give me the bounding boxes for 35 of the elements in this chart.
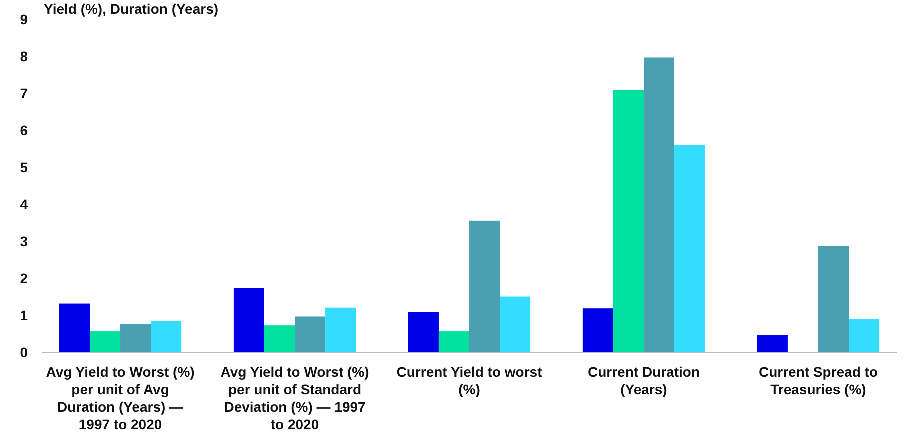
y-tick-label: 6 — [20, 122, 28, 138]
bar — [500, 296, 531, 353]
bar — [408, 312, 439, 353]
bar — [849, 319, 880, 353]
bar — [818, 246, 850, 353]
bar — [757, 335, 788, 353]
bar — [470, 220, 500, 353]
x-tick-label: Current Duration (Years) — [588, 364, 700, 398]
x-tick-label: Current Yield to worst (%) — [396, 364, 543, 398]
bar — [295, 316, 326, 353]
y-tick-label: 9 — [20, 11, 28, 28]
bar — [59, 304, 90, 353]
x-tick-label: Current Spread to Treasuries (%) — [758, 364, 878, 398]
bar — [582, 308, 614, 353]
bar — [151, 321, 182, 353]
y-tick-label: 8 — [20, 48, 28, 64]
y-tick-label: 5 — [20, 159, 28, 176]
bar — [613, 90, 644, 353]
bar — [234, 288, 264, 353]
bar — [120, 324, 152, 353]
x-tick-label: Avg Yield to Worst (%) per unit of Standard Deviation (%) — 1997 to 2020 — [220, 364, 370, 432]
bar — [264, 326, 296, 353]
bar — [644, 58, 675, 353]
bar — [438, 332, 470, 353]
bar — [90, 332, 121, 353]
y-tick-label: 2 — [20, 270, 28, 286]
y-tick-label: 4 — [20, 196, 28, 212]
y-tick-label: 3 — [20, 233, 28, 250]
bar — [326, 308, 356, 353]
y-tick-label: 7 — [20, 85, 28, 102]
x-tick-label: Avg Yield to Worst (%) per unit of Avg Duration (Years) — 1997 to 2020 — [46, 364, 195, 432]
bar — [674, 145, 706, 353]
y-tick-label: 1 — [20, 307, 28, 324]
y-axis-title: Yield (%), Duration (Years) — [44, 1, 219, 17]
y-tick-label: 0 — [20, 344, 28, 360]
